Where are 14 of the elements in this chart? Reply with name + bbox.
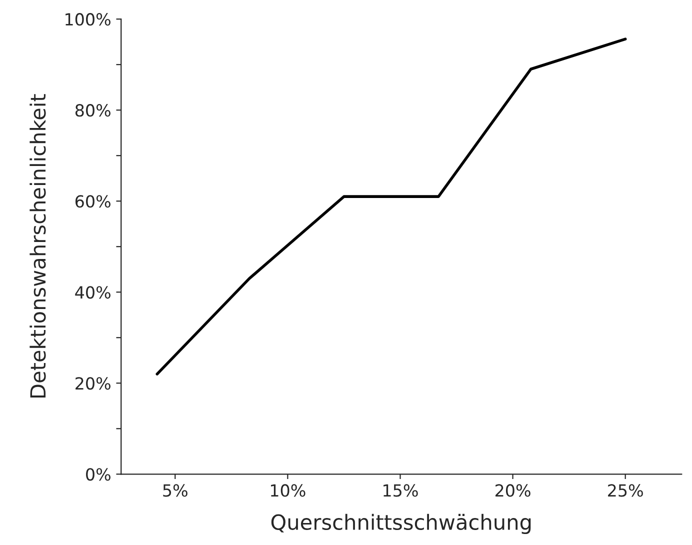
y-tick-label: 20% <box>76 377 110 390</box>
x-tick-label: 25% <box>608 484 643 497</box>
y-tick-label: 60% <box>76 195 110 208</box>
x-tick-label: 15% <box>384 484 418 497</box>
y-tick-label: 0% <box>86 468 110 481</box>
y-tick-label: 80% <box>75 104 110 117</box>
x-axis-title: Querschnittsschwächung <box>271 514 531 534</box>
y-tick-label: 40% <box>75 286 110 299</box>
line-series <box>156 38 627 376</box>
y-tick-label: 100% <box>66 13 110 26</box>
y-axis-title: Detektionswahrscheinlichkeit <box>30 94 46 398</box>
x-tick-label: 20% <box>495 484 530 497</box>
x-tick-label: 10% <box>270 484 306 497</box>
x-tick-label: 5% <box>163 484 188 497</box>
